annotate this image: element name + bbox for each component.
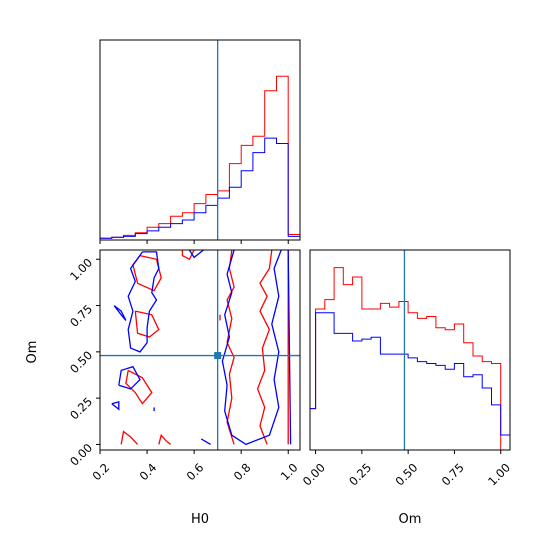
contour-run-b — [127, 251, 160, 353]
h0-hist-frame — [99, 39, 301, 241]
h0-hist-run-b — [100, 137, 300, 239]
contour-run-a — [120, 430, 139, 445]
contour-run-b — [221, 250, 282, 446]
contour-run-a — [125, 369, 153, 405]
h0-xtick-label: 1.0 — [278, 460, 301, 483]
x-axis-label-h0: H0 — [191, 512, 209, 527]
contour-frame — [99, 249, 301, 451]
om-xtick-label: 0.00 — [300, 460, 328, 488]
contour-run-b — [118, 365, 141, 390]
om-hist-run-b — [310, 312, 510, 436]
x-axis-label-om: Om — [399, 512, 422, 527]
om-xtick-label: 0.25 — [346, 460, 374, 488]
h0-xtick-label: 0.2 — [90, 460, 113, 483]
contour-run-b — [188, 250, 204, 259]
h0-xtick-label: 0.8 — [231, 460, 254, 483]
om-xtick-label: 1.00 — [485, 460, 513, 488]
contour-run-b — [111, 401, 120, 411]
om-histogram-panel: 0.00 0.25 0.50 0.75 1.00 — [300, 249, 513, 488]
contour-run-b — [287, 250, 292, 445]
om-hist-run-a — [310, 267, 510, 451]
h0-om-contour-panel: 0.2 0.4 0.6 0.8 1.0 0.00 0.25 0.50 0.75 1.00 — [67, 249, 301, 483]
contour-run-a — [158, 433, 172, 445]
contour-run-b — [113, 305, 127, 321]
om-xtick-label: 0.75 — [439, 460, 467, 488]
om-hist-frame — [309, 249, 511, 451]
om-ytick-label: 0.50 — [67, 348, 95, 376]
om-ytick-label: 0.00 — [67, 441, 95, 469]
y-axis-label-om: Om — [25, 341, 40, 364]
om-ytick-label: 0.25 — [67, 394, 95, 422]
h0-xtick-label: 0.4 — [137, 460, 160, 483]
om-ytick-label: 1.00 — [67, 255, 95, 283]
om-xtick-label: 0.50 — [392, 460, 420, 488]
h0-hist-run-a — [100, 75, 300, 239]
contour-run-b — [200, 438, 211, 445]
truth-marker — [214, 352, 222, 360]
contour-run-a — [256, 250, 273, 445]
om-ytick-label: 0.75 — [67, 302, 95, 330]
h0-xtick-label: 0.6 — [184, 460, 207, 483]
h0-histogram-panel — [99, 39, 301, 244]
contour-group — [111, 250, 292, 446]
